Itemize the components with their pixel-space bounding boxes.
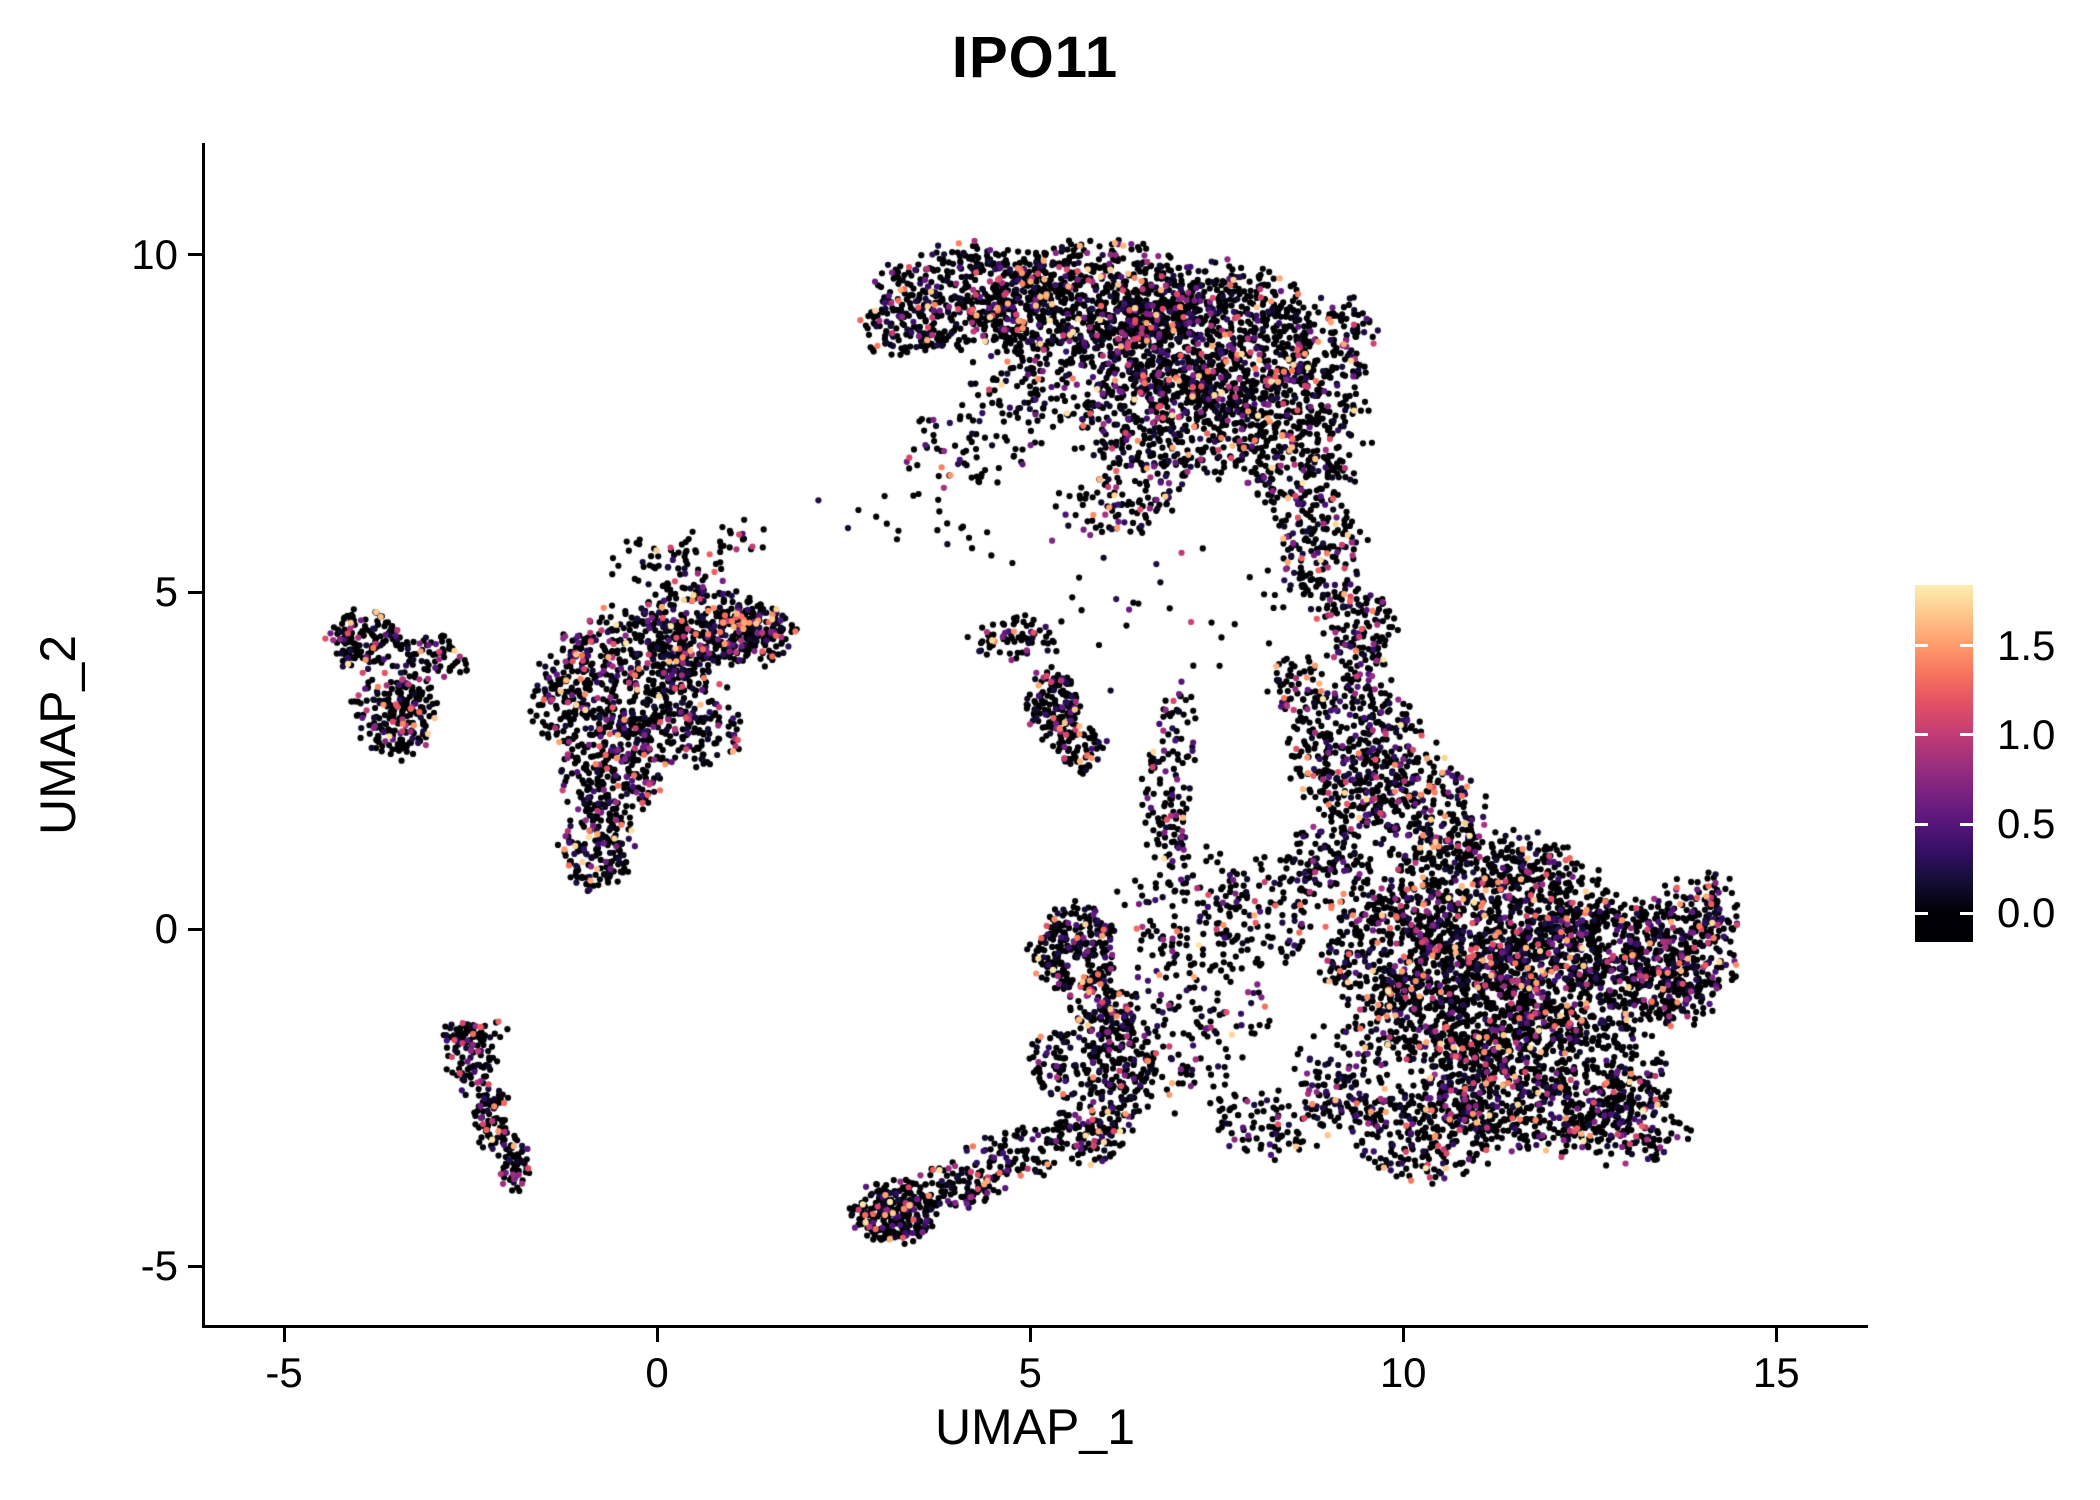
x-tick-label: 0: [645, 1349, 669, 1396]
y-axis-label: UMAP_2: [30, 634, 86, 836]
colorbar-tick-label: 0.0: [1997, 889, 2056, 937]
colorbar-tick-mark: [1915, 911, 1928, 915]
y-tick-label: -5: [140, 1242, 178, 1290]
colorbar-gradient: [1915, 585, 1973, 942]
y-tick-mark: [188, 927, 202, 931]
plot-title: IPO11: [951, 25, 1119, 90]
colorbar-tick-mark: [1960, 822, 1973, 826]
y-tick-mark: [188, 590, 202, 594]
x-tick-mark: [655, 1328, 659, 1342]
x-tick-mark: [1028, 1328, 1032, 1342]
colorbar-tick-label: 1.5: [1997, 621, 2056, 669]
plot-panel: [205, 145, 1865, 1325]
y-tick-mark: [188, 253, 202, 257]
x-tick-mark: [1774, 1328, 1778, 1342]
y-tick-label: 0: [154, 905, 178, 953]
x-tick-label: 10: [1379, 1349, 1427, 1396]
x-tick-label: 15: [1752, 1349, 1800, 1396]
x-tick-label: -5: [265, 1349, 303, 1396]
colorbar-tick-mark: [1960, 733, 1973, 737]
colorbar-tick-mark: [1915, 733, 1928, 737]
colorbar-tick-mark: [1960, 911, 1973, 915]
scatter-canvas: [205, 145, 1865, 1325]
x-axis-line: [202, 1325, 1868, 1328]
x-tick-mark: [1401, 1328, 1405, 1342]
expression-colorbar: [1915, 585, 1973, 942]
y-tick-label: 5: [154, 568, 178, 616]
y-tick-mark: [188, 1264, 202, 1268]
y-tick-label: 10: [131, 230, 178, 278]
colorbar-tick-mark: [1960, 644, 1973, 648]
colorbar-tick-mark: [1915, 822, 1928, 826]
colorbar-tick-mark: [1915, 644, 1928, 648]
colorbar-tick-label: 0.5: [1997, 800, 2056, 848]
x-axis-label: UMAP_1: [934, 1399, 1136, 1455]
x-tick-mark: [282, 1328, 286, 1342]
colorbar-tick-label: 1.0: [1997, 710, 2056, 758]
y-axis-line: [202, 143, 205, 1328]
x-tick-label: 5: [1018, 1349, 1042, 1396]
